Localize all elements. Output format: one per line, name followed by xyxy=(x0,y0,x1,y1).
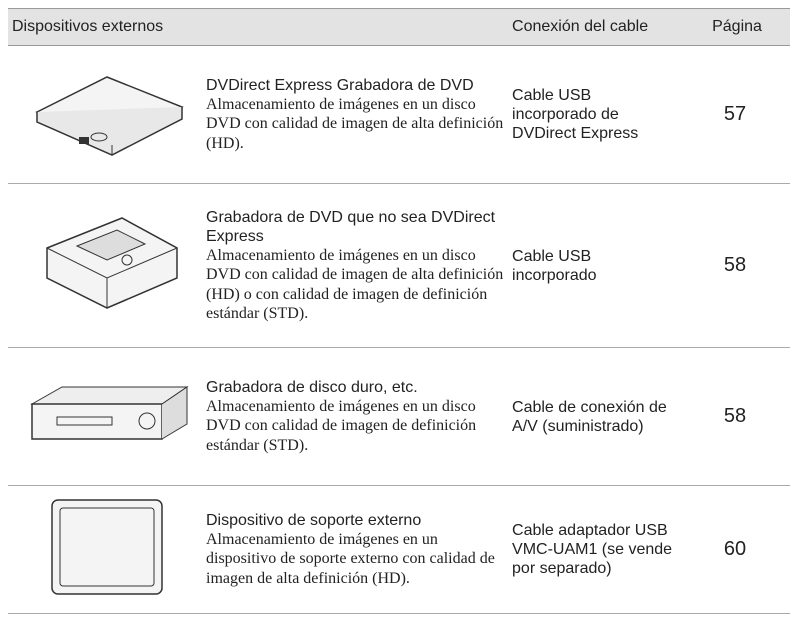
header-cell: Página xyxy=(680,8,791,46)
page-number: 58 xyxy=(680,183,791,348)
external-media-icon xyxy=(51,499,163,595)
dvdirect-icon xyxy=(35,76,184,156)
header-cell: Conexión del cable xyxy=(508,8,681,46)
device-title: Grabadora de disco duro, etc. xyxy=(206,378,418,396)
page-number: 60 xyxy=(680,485,791,614)
cable: Cable de conexión de A/V (suministrado) xyxy=(508,347,681,486)
hdd-recorder-icon xyxy=(30,386,189,440)
page-number: 57 xyxy=(680,45,791,184)
device-description: Almacenamiento de imágenes en un disco D… xyxy=(206,246,504,323)
row: Dispositivo de soporte externo Almacenami… xyxy=(8,485,791,614)
dvd-recorder-icon xyxy=(46,217,178,309)
device-title: DVDirect Express Grabadora de DVD xyxy=(206,76,474,94)
row: DVDirect Express Grabadora de DVD Almacen… xyxy=(8,45,791,184)
row: Grabadora de disco duro, etc. Almacenamie… xyxy=(8,347,791,486)
header-row: Dispositivos externos Conexión del cable… xyxy=(8,8,791,46)
device-description: Almacenamiento de imágenes en un disposi… xyxy=(206,530,495,587)
header-cell: Dispositivos externos xyxy=(8,8,509,46)
cable: Cable USB incorporado de DVDirect Expres… xyxy=(508,45,681,184)
cable: Cable adaptador USB VMC-UAM1 (se vende p… xyxy=(508,485,681,614)
row: Grabadora de DVD que no sea DVDirect Exp… xyxy=(8,183,791,348)
cable: Cable USB incorporado xyxy=(508,183,681,348)
device-title: Grabadora de DVD que no sea DVDirect Exp… xyxy=(206,208,496,245)
device-table: Dispositivos externos Conexión del cable… xyxy=(8,8,791,614)
device-description: Almacenamiento de imágenes en un disco D… xyxy=(206,397,477,454)
page-number: 58 xyxy=(680,347,791,486)
device-title: Dispositivo de soporte externo xyxy=(206,511,422,529)
device-description: Almacenamiento de imágenes en un disco D… xyxy=(206,95,504,152)
